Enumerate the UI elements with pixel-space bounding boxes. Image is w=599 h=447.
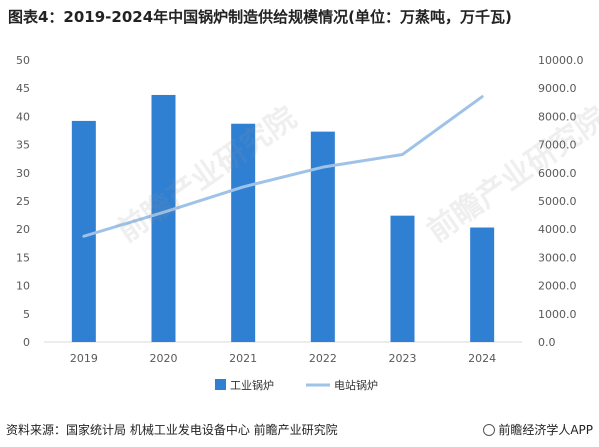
left-axis: 0 5 10 15 20 25 30 35 40 45 50 bbox=[16, 54, 30, 349]
x-axis: 2019 2020 2021 2022 2023 2024 bbox=[70, 352, 496, 365]
right-tick-label: 5000.0 bbox=[538, 195, 577, 208]
bar bbox=[470, 227, 495, 342]
bar bbox=[71, 120, 96, 342]
left-tick-label: 30 bbox=[16, 167, 30, 180]
left-tick-label: 10 bbox=[16, 280, 30, 293]
bar bbox=[231, 123, 256, 343]
right-tick-label: 6000.0 bbox=[538, 167, 577, 180]
x-tick-label: 2024 bbox=[468, 352, 496, 365]
left-tick-label: 40 bbox=[16, 110, 30, 123]
legend-label: 工业锅炉 bbox=[230, 379, 274, 392]
source-note: 资料来源：国家统计局 机械工业发电设备中心 前瞻产业研究院 bbox=[6, 423, 338, 437]
chart-title: 图表4：2019-2024年中国锅炉制造供给规模情况(单位：万蒸吨，万千瓦) bbox=[8, 8, 512, 26]
bar bbox=[151, 94, 176, 342]
legend: 工业锅炉 电站锅炉 bbox=[215, 378, 378, 392]
right-tick-label: 8000.0 bbox=[538, 110, 577, 123]
x-tick-label: 2023 bbox=[389, 352, 417, 365]
right-tick-label: 3000.0 bbox=[538, 251, 577, 264]
bar bbox=[310, 131, 335, 342]
right-tick-label: 7000.0 bbox=[538, 139, 577, 152]
right-tick-label: 0.0 bbox=[538, 336, 556, 349]
left-tick-label: 50 bbox=[16, 54, 30, 67]
x-tick-label: 2022 bbox=[309, 352, 337, 365]
right-tick-label: 4000.0 bbox=[538, 223, 577, 236]
left-tick-label: 45 bbox=[16, 82, 30, 95]
brand-logo-icon bbox=[483, 424, 496, 436]
left-tick-label: 25 bbox=[16, 195, 30, 208]
legend-swatch-bar bbox=[215, 379, 226, 390]
series-line bbox=[82, 95, 484, 238]
bar bbox=[390, 215, 415, 342]
left-tick-label: 15 bbox=[16, 251, 30, 264]
bar-series bbox=[71, 94, 495, 343]
left-tick-label: 0 bbox=[23, 336, 30, 349]
x-tick-label: 2020 bbox=[150, 352, 178, 365]
right-tick-label: 2000.0 bbox=[538, 280, 577, 293]
x-tick-label: 2021 bbox=[229, 352, 257, 365]
left-tick-label: 35 bbox=[16, 139, 30, 152]
left-tick-label: 5 bbox=[23, 308, 30, 321]
left-tick-label: 20 bbox=[16, 223, 30, 236]
line-series bbox=[82, 95, 484, 238]
right-tick-label: 9000.0 bbox=[538, 82, 577, 95]
brand-text: 前瞻经济学人APP bbox=[498, 423, 593, 437]
right-tick-label: 1000.0 bbox=[538, 308, 577, 321]
right-tick-label: 10000.0 bbox=[538, 54, 584, 67]
legend-label: 电站锅炉 bbox=[334, 378, 378, 392]
right-axis: 0.0 1000.0 2000.0 3000.0 4000.0 5000.0 6000.0 7… bbox=[538, 54, 584, 349]
brand-label: 前瞻经济学人APP bbox=[483, 421, 593, 438]
x-tick-label: 2019 bbox=[70, 352, 98, 365]
